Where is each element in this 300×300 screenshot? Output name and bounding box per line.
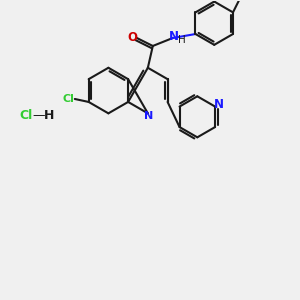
Text: N: N (144, 111, 154, 121)
Text: N: N (214, 98, 224, 111)
Text: H: H (44, 109, 54, 122)
Text: Cl: Cl (63, 94, 75, 104)
Text: —: — (33, 109, 45, 122)
Text: N: N (169, 30, 178, 43)
Text: Cl: Cl (20, 109, 33, 122)
Text: O: O (127, 31, 137, 44)
Text: H: H (178, 35, 185, 45)
